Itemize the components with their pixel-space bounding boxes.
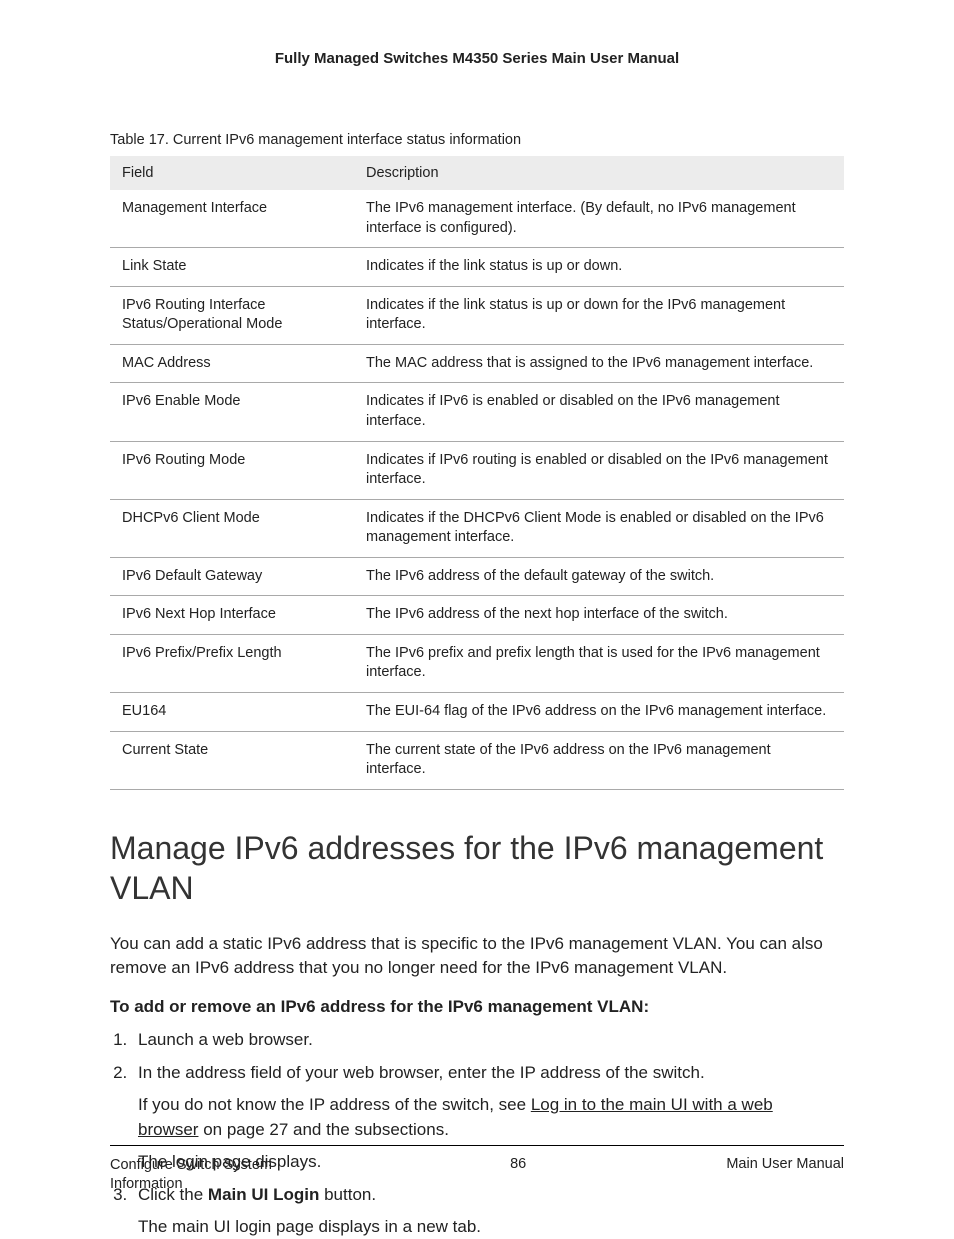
footer-right: Main User Manual: [726, 1156, 844, 1195]
status-table: Field Description Management InterfaceTh…: [110, 156, 844, 790]
cell-description: The IPv6 prefix and prefix length that i…: [354, 634, 844, 692]
procedure-steps: Launch a web browser. In the address fie…: [110, 1027, 844, 1239]
cell-description: Indicates if IPv6 routing is enabled or …: [354, 441, 844, 499]
col-field: Field: [110, 156, 354, 190]
cell-field: Current State: [110, 731, 354, 789]
step-1-text: Launch a web browser.: [138, 1030, 313, 1049]
procedure-title: To add or remove an IPv6 address for the…: [110, 997, 844, 1017]
footer-page-number: 86: [510, 1156, 526, 1195]
cell-description: Indicates if IPv6 is enabled or disabled…: [354, 383, 844, 441]
step-2-note: If you do not know the IP address of the…: [138, 1092, 844, 1143]
table-row: IPv6 Routing Interface Status/Operationa…: [110, 286, 844, 344]
page-footer: Configure Switch System Information 86 M…: [110, 1145, 844, 1195]
cell-field: MAC Address: [110, 344, 354, 383]
cell-field: IPv6 Routing Interface Status/Operationa…: [110, 286, 354, 344]
table-row: Management InterfaceThe IPv6 management …: [110, 190, 844, 248]
table-row: Link StateIndicates if the link status i…: [110, 248, 844, 287]
step-2-link-part2[interactable]: browser: [138, 1120, 198, 1139]
table-row: DHCPv6 Client ModeIndicates if the DHCPv…: [110, 499, 844, 557]
cell-description: Indicates if the link status is up or do…: [354, 248, 844, 287]
cell-description: Indicates if the link status is up or do…: [354, 286, 844, 344]
cell-description: The EUI-64 flag of the IPv6 address on t…: [354, 693, 844, 732]
page: Fully Managed Switches M4350 Series Main…: [0, 0, 954, 1235]
cell-field: EU164: [110, 693, 354, 732]
document-title: Fully Managed Switches M4350 Series Main…: [110, 50, 844, 67]
table-row: IPv6 Enable ModeIndicates if IPv6 is ena…: [110, 383, 844, 441]
table-row: EU164The EUI-64 flag of the IPv6 address…: [110, 693, 844, 732]
cell-field: IPv6 Next Hop Interface: [110, 596, 354, 635]
col-description: Description: [354, 156, 844, 190]
cell-field: Management Interface: [110, 190, 354, 248]
cell-field: Link State: [110, 248, 354, 287]
step-3-result: The main UI login page displays in a new…: [138, 1214, 844, 1239]
cell-field: IPv6 Default Gateway: [110, 557, 354, 596]
footer-left: Configure Switch System Information: [110, 1156, 310, 1195]
footer-rule: [110, 1145, 844, 1146]
table-row: IPv6 Next Hop InterfaceThe IPv6 address …: [110, 596, 844, 635]
cell-description: The IPv6 management interface. (By defau…: [354, 190, 844, 248]
table-row: IPv6 Routing ModeIndicates if IPv6 routi…: [110, 441, 844, 499]
table-caption: Table 17. Current IPv6 management interf…: [110, 132, 844, 148]
table-row: IPv6 Prefix/Prefix LengthThe IPv6 prefix…: [110, 634, 844, 692]
cell-field: IPv6 Routing Mode: [110, 441, 354, 499]
table-row: Current StateThe current state of the IP…: [110, 731, 844, 789]
cell-description: The IPv6 address of the default gateway …: [354, 557, 844, 596]
cell-field: IPv6 Enable Mode: [110, 383, 354, 441]
step-1: Launch a web browser.: [132, 1027, 844, 1053]
step-2-pre: If you do not know the IP address of the…: [138, 1095, 531, 1114]
cell-description: The MAC address that is assigned to the …: [354, 344, 844, 383]
table-row: IPv6 Default GatewayThe IPv6 address of …: [110, 557, 844, 596]
cell-description: The current state of the IPv6 address on…: [354, 731, 844, 789]
step-2-post: on page 27 and the subsections.: [198, 1120, 448, 1139]
cell-description: The IPv6 address of the next hop interfa…: [354, 596, 844, 635]
step-2-text: In the address field of your web browser…: [138, 1063, 705, 1082]
step-2-link-part1[interactable]: Log in to the main UI with a web: [531, 1095, 773, 1114]
cell-description: Indicates if the DHCPv6 Client Mode is e…: [354, 499, 844, 557]
section-heading: Manage IPv6 addresses for the IPv6 manag…: [110, 828, 844, 908]
table-header-row: Field Description: [110, 156, 844, 190]
cell-field: DHCPv6 Client Mode: [110, 499, 354, 557]
cell-field: IPv6 Prefix/Prefix Length: [110, 634, 354, 692]
table-row: MAC AddressThe MAC address that is assig…: [110, 344, 844, 383]
section-intro: You can add a static IPv6 address that i…: [110, 932, 844, 981]
